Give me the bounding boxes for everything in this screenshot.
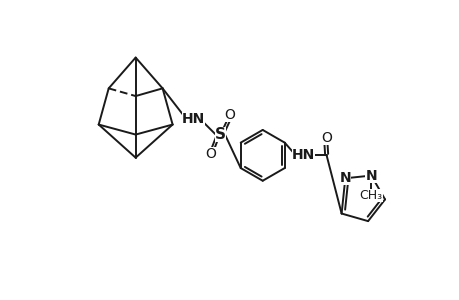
Text: HN: HN — [181, 112, 205, 126]
Text: N: N — [365, 169, 376, 183]
Text: HN: HN — [291, 148, 314, 162]
Text: S: S — [214, 127, 225, 142]
Text: O: O — [205, 147, 216, 161]
Text: O: O — [320, 130, 331, 145]
Text: N: N — [339, 171, 350, 185]
Text: O: O — [224, 108, 235, 122]
Text: CH₃: CH₃ — [359, 189, 382, 202]
